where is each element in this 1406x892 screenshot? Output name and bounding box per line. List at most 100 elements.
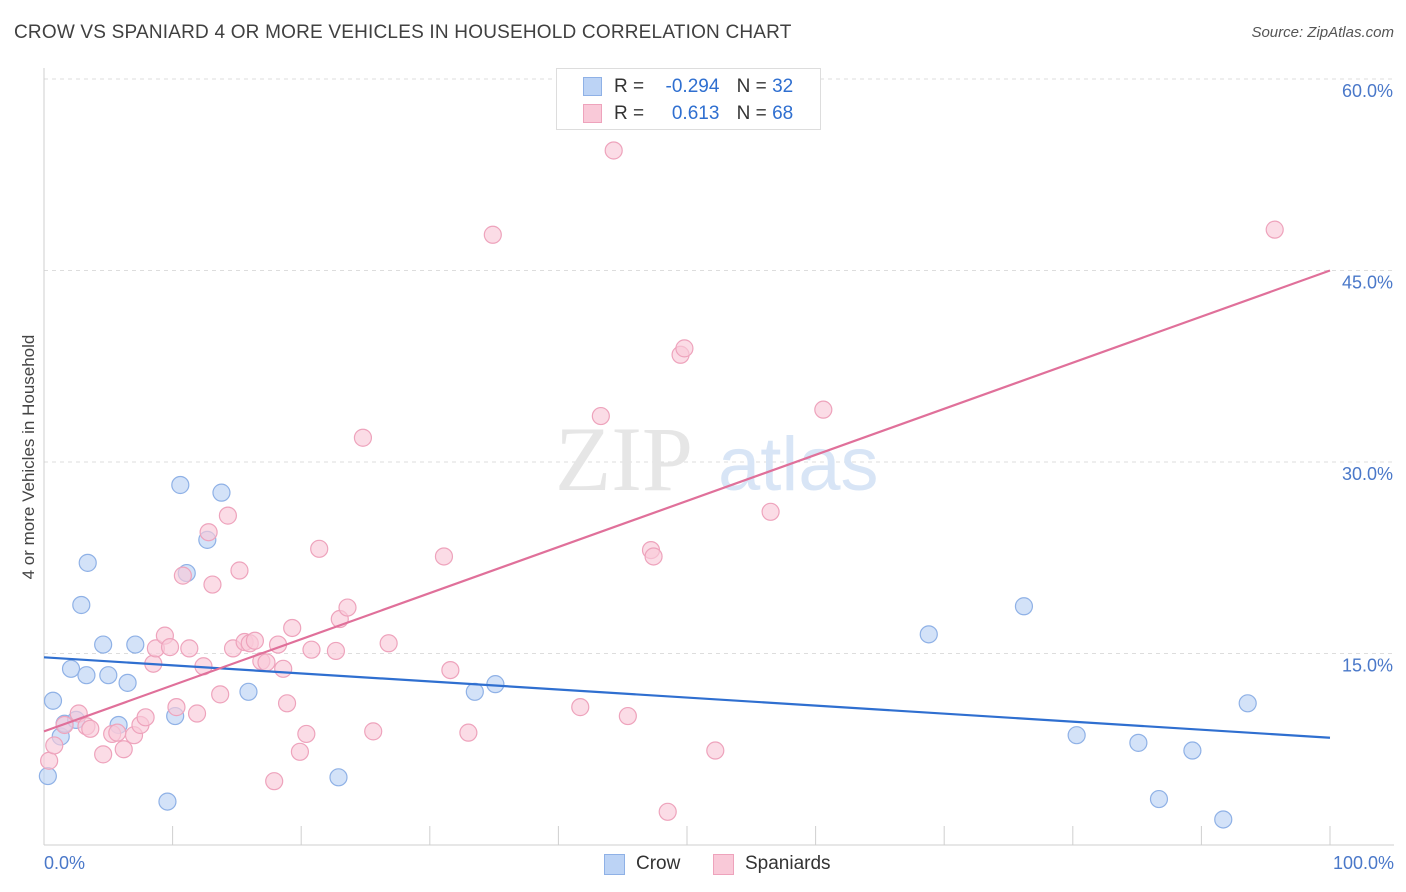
spaniards-point-5 [81, 719, 100, 738]
spaniards-point-48 [434, 547, 454, 566]
crow-point-14 [158, 792, 177, 811]
spaniards-trend-line [43, 269, 1331, 733]
crow-point-10 [99, 666, 118, 685]
y-axis-label: 4 or more Vehicles in Household [19, 335, 38, 580]
crow-point-20 [239, 682, 258, 701]
crow-r-label: R = [614, 76, 645, 97]
spaniards-point-27 [230, 561, 249, 580]
y-tick-labels: 15.0% 30.0% 45.0% 60.0% [1342, 81, 1393, 676]
axes [43, 68, 1394, 846]
bottom-spaniards-swatch [713, 854, 734, 875]
spaniards-n-label: N = [736, 103, 767, 124]
spaniards-point-61 [706, 741, 725, 760]
crow-point-30 [1214, 810, 1233, 829]
spaniards-point-63 [814, 400, 833, 419]
spaniards-point-38 [290, 742, 310, 761]
y-tick-label-15: 15.0% [1342, 656, 1393, 676]
spaniards-point-18 [173, 566, 192, 585]
crow-point-12 [118, 673, 137, 692]
crow-n-value: 32 [772, 76, 794, 97]
x-tick-marks [172, 826, 1331, 845]
spaniards-point-49 [441, 660, 460, 680]
crow-point-27 [1129, 733, 1148, 752]
spaniards-point-57 [644, 547, 663, 566]
crow-point-9 [94, 635, 113, 654]
correlation-legend: R = -0.294 N = 32 R = 0.613 N = 68 [556, 68, 821, 130]
crow-point-8 [78, 553, 97, 572]
bottom-crow-label: Crow [636, 853, 681, 874]
spaniards-point-22 [199, 523, 218, 542]
spaniards-point-24 [211, 685, 230, 704]
crow-point-1 [43, 691, 63, 710]
spaniards-point-6 [94, 745, 113, 764]
crow-trend-line [43, 656, 1331, 739]
crow-points [38, 475, 1257, 829]
crow-point-31 [1238, 694, 1257, 713]
crow-n-label: N = [736, 76, 767, 97]
spaniards-point-20 [187, 704, 207, 723]
crow-point-6 [72, 595, 91, 615]
spaniards-r-label: R = [614, 103, 645, 124]
y-tick-label-30: 30.0% [1342, 464, 1393, 484]
crow-point-16 [171, 475, 190, 495]
spaniards-point-32 [257, 653, 276, 672]
watermark-atlas: atlas [718, 422, 879, 507]
spaniards-point-51 [483, 225, 502, 244]
spaniards-point-30 [245, 631, 265, 650]
crow-point-4 [61, 659, 81, 678]
bottom-spaniards-label: Spaniards [745, 853, 831, 874]
spaniards-point-54 [604, 141, 623, 160]
y-tick-label-45: 45.0% [1342, 273, 1393, 293]
spaniards-point-52 [571, 698, 590, 717]
chart-title: CROW VS SPANIARD 4 OR MORE VEHICLES IN H… [14, 22, 792, 43]
crow-point-13 [126, 635, 145, 654]
bottom-crow-swatch [604, 854, 625, 875]
crow-point-25 [1014, 597, 1034, 616]
spaniards-point-16 [160, 638, 180, 657]
spaniards-point-37 [283, 618, 302, 638]
trend-lines [43, 269, 1331, 739]
spaniards-r-value: 0.613 [671, 103, 720, 124]
spaniards-point-55 [618, 706, 637, 726]
crow-point-7 [77, 666, 96, 685]
spaniards-point-44 [338, 598, 357, 617]
spaniards-point-12 [136, 708, 155, 727]
spaniards-point-58 [658, 802, 677, 821]
spaniards-point-25 [218, 506, 237, 525]
spaniards-point-35 [274, 659, 293, 678]
spaniards-point-47 [379, 634, 398, 653]
legend-spaniards-text: R = 0.613 N = 68 [614, 103, 793, 125]
spaniards-point-36 [277, 694, 297, 713]
y-tick-label-60: 60.0% [1342, 81, 1393, 101]
crow-point-0 [38, 766, 57, 786]
spaniards-point-53 [591, 406, 610, 426]
x-tick-label-min: 0.0% [44, 853, 85, 873]
spaniards-point-46 [364, 722, 383, 741]
crow-point-19 [212, 483, 231, 502]
spaniards-point-45 [353, 428, 373, 447]
spaniards-point-0 [40, 751, 59, 770]
crow-point-28 [1149, 789, 1169, 809]
spaniards-point-8 [108, 723, 127, 742]
crow-point-24 [919, 625, 938, 644]
spaniards-point-39 [297, 724, 316, 744]
crow-point-22 [465, 682, 484, 701]
spaniards-point-23 [203, 575, 222, 594]
spaniards-n-value: 68 [772, 103, 794, 124]
spaniards-point-64 [1265, 220, 1284, 239]
crow-swatch [583, 77, 602, 96]
crow-point-21 [329, 768, 348, 787]
x-tick-label-max: 100.0% [1333, 853, 1394, 873]
crow-r-value: -0.294 [665, 76, 720, 97]
crow-point-26 [1067, 726, 1086, 745]
crow-point-29 [1183, 741, 1202, 760]
watermark-zip: ZIP [555, 408, 693, 510]
legend-crow-text: R = -0.294 N = 32 [614, 76, 793, 98]
spaniards-point-9 [114, 740, 133, 759]
source-label: Source: ZipAtlas.com [1251, 24, 1394, 41]
spaniards-point-42 [326, 641, 346, 661]
spaniards-swatch [583, 104, 602, 123]
spaniards-point-62 [761, 502, 780, 521]
spaniards-point-60 [675, 339, 694, 358]
